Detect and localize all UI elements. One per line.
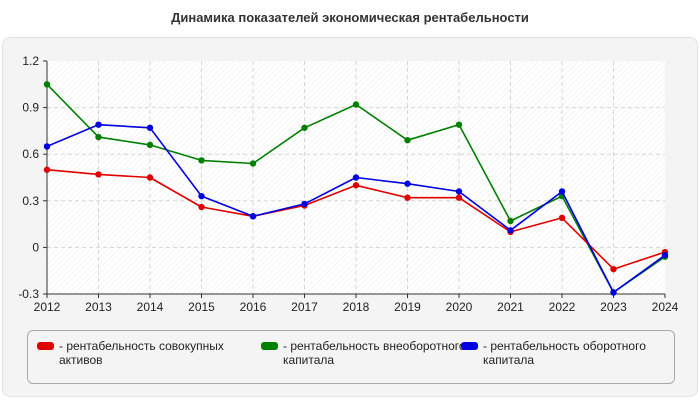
x-tick-label: 2023: [600, 300, 627, 314]
data-point: [95, 133, 102, 141]
data-point: [43, 81, 51, 88]
data-point: [198, 157, 205, 164]
series-lines: [43, 81, 669, 296]
data-point: [507, 217, 514, 225]
data-point: [661, 251, 669, 259]
x-tick-label: 2018: [343, 300, 370, 314]
x-tick-label: 2019: [394, 300, 421, 314]
data-point: [249, 160, 257, 167]
grid-lines: [47, 61, 665, 294]
legend-swatch-noncurrent-capital: [261, 342, 278, 350]
data-point: [95, 121, 102, 128]
y-tick-labels: 1.2 0.9 0.6 0.3 0 -0.3: [18, 54, 39, 301]
x-tick-label: 2013: [85, 300, 112, 314]
x-tick-label: 2014: [137, 300, 164, 314]
data-point: [198, 192, 205, 200]
data-point: [404, 194, 411, 201]
data-point: [404, 137, 411, 144]
legend-label-noncurrent-capital: - рентабельность внеоборотного капитала: [283, 339, 466, 367]
data-point: [507, 227, 514, 234]
data-point: [352, 182, 360, 189]
axes: [43, 60, 666, 298]
data-point: [146, 141, 154, 149]
data-point: [249, 213, 257, 220]
data-point: [558, 188, 566, 195]
y-tick-label: -0.3: [18, 287, 39, 301]
data-point: [610, 265, 617, 273]
data-point: [43, 143, 51, 150]
x-tick-labels: 2012 2013 2014 2015 2016 2017 2018 2019 2020 2021…: [34, 300, 679, 314]
data-point: [301, 200, 308, 208]
chart-title: Динамика показателей экономическая рента…: [171, 10, 529, 25]
y-tick-label: 1.2: [22, 54, 39, 68]
x-tick-label: 2024: [652, 300, 679, 314]
legend: - рентабельность совокупных активов - ре…: [27, 330, 675, 384]
data-point: [352, 174, 360, 181]
y-tick-label: 0: [32, 240, 39, 254]
data-point: [352, 101, 360, 108]
legend-label-total-assets: - рентабельность совокупных активов: [59, 339, 224, 367]
x-tick-label: 2012: [34, 300, 61, 314]
data-point: [558, 214, 566, 222]
y-tick-label: 0.6: [22, 147, 39, 161]
legend-label-working-capital: - рентабельность оборотного капитала: [483, 339, 646, 367]
data-point: [198, 203, 205, 211]
x-tick-label: 2022: [549, 300, 576, 314]
data-point: [455, 194, 463, 201]
series-2: [43, 121, 669, 296]
data-point: [146, 174, 154, 181]
data-point: [146, 124, 154, 131]
x-tick-label: 2017: [291, 300, 318, 314]
data-point: [301, 124, 308, 131]
data-point: [43, 166, 51, 173]
data-point: [455, 188, 463, 195]
x-tick-label: 2015: [188, 300, 215, 314]
y-tick-label: 0.3: [22, 194, 39, 208]
y-tick-label: 0.9: [22, 101, 39, 115]
legend-swatch-total-assets: [37, 342, 54, 350]
data-point: [455, 121, 463, 128]
x-tick-label: 2021: [497, 300, 524, 314]
data-point: [95, 171, 102, 178]
x-tick-label: 2016: [240, 300, 267, 314]
data-point: [610, 289, 617, 296]
legend-swatch-working-capital: [461, 342, 478, 350]
data-point: [404, 180, 411, 187]
x-tick-label: 2020: [446, 300, 473, 314]
